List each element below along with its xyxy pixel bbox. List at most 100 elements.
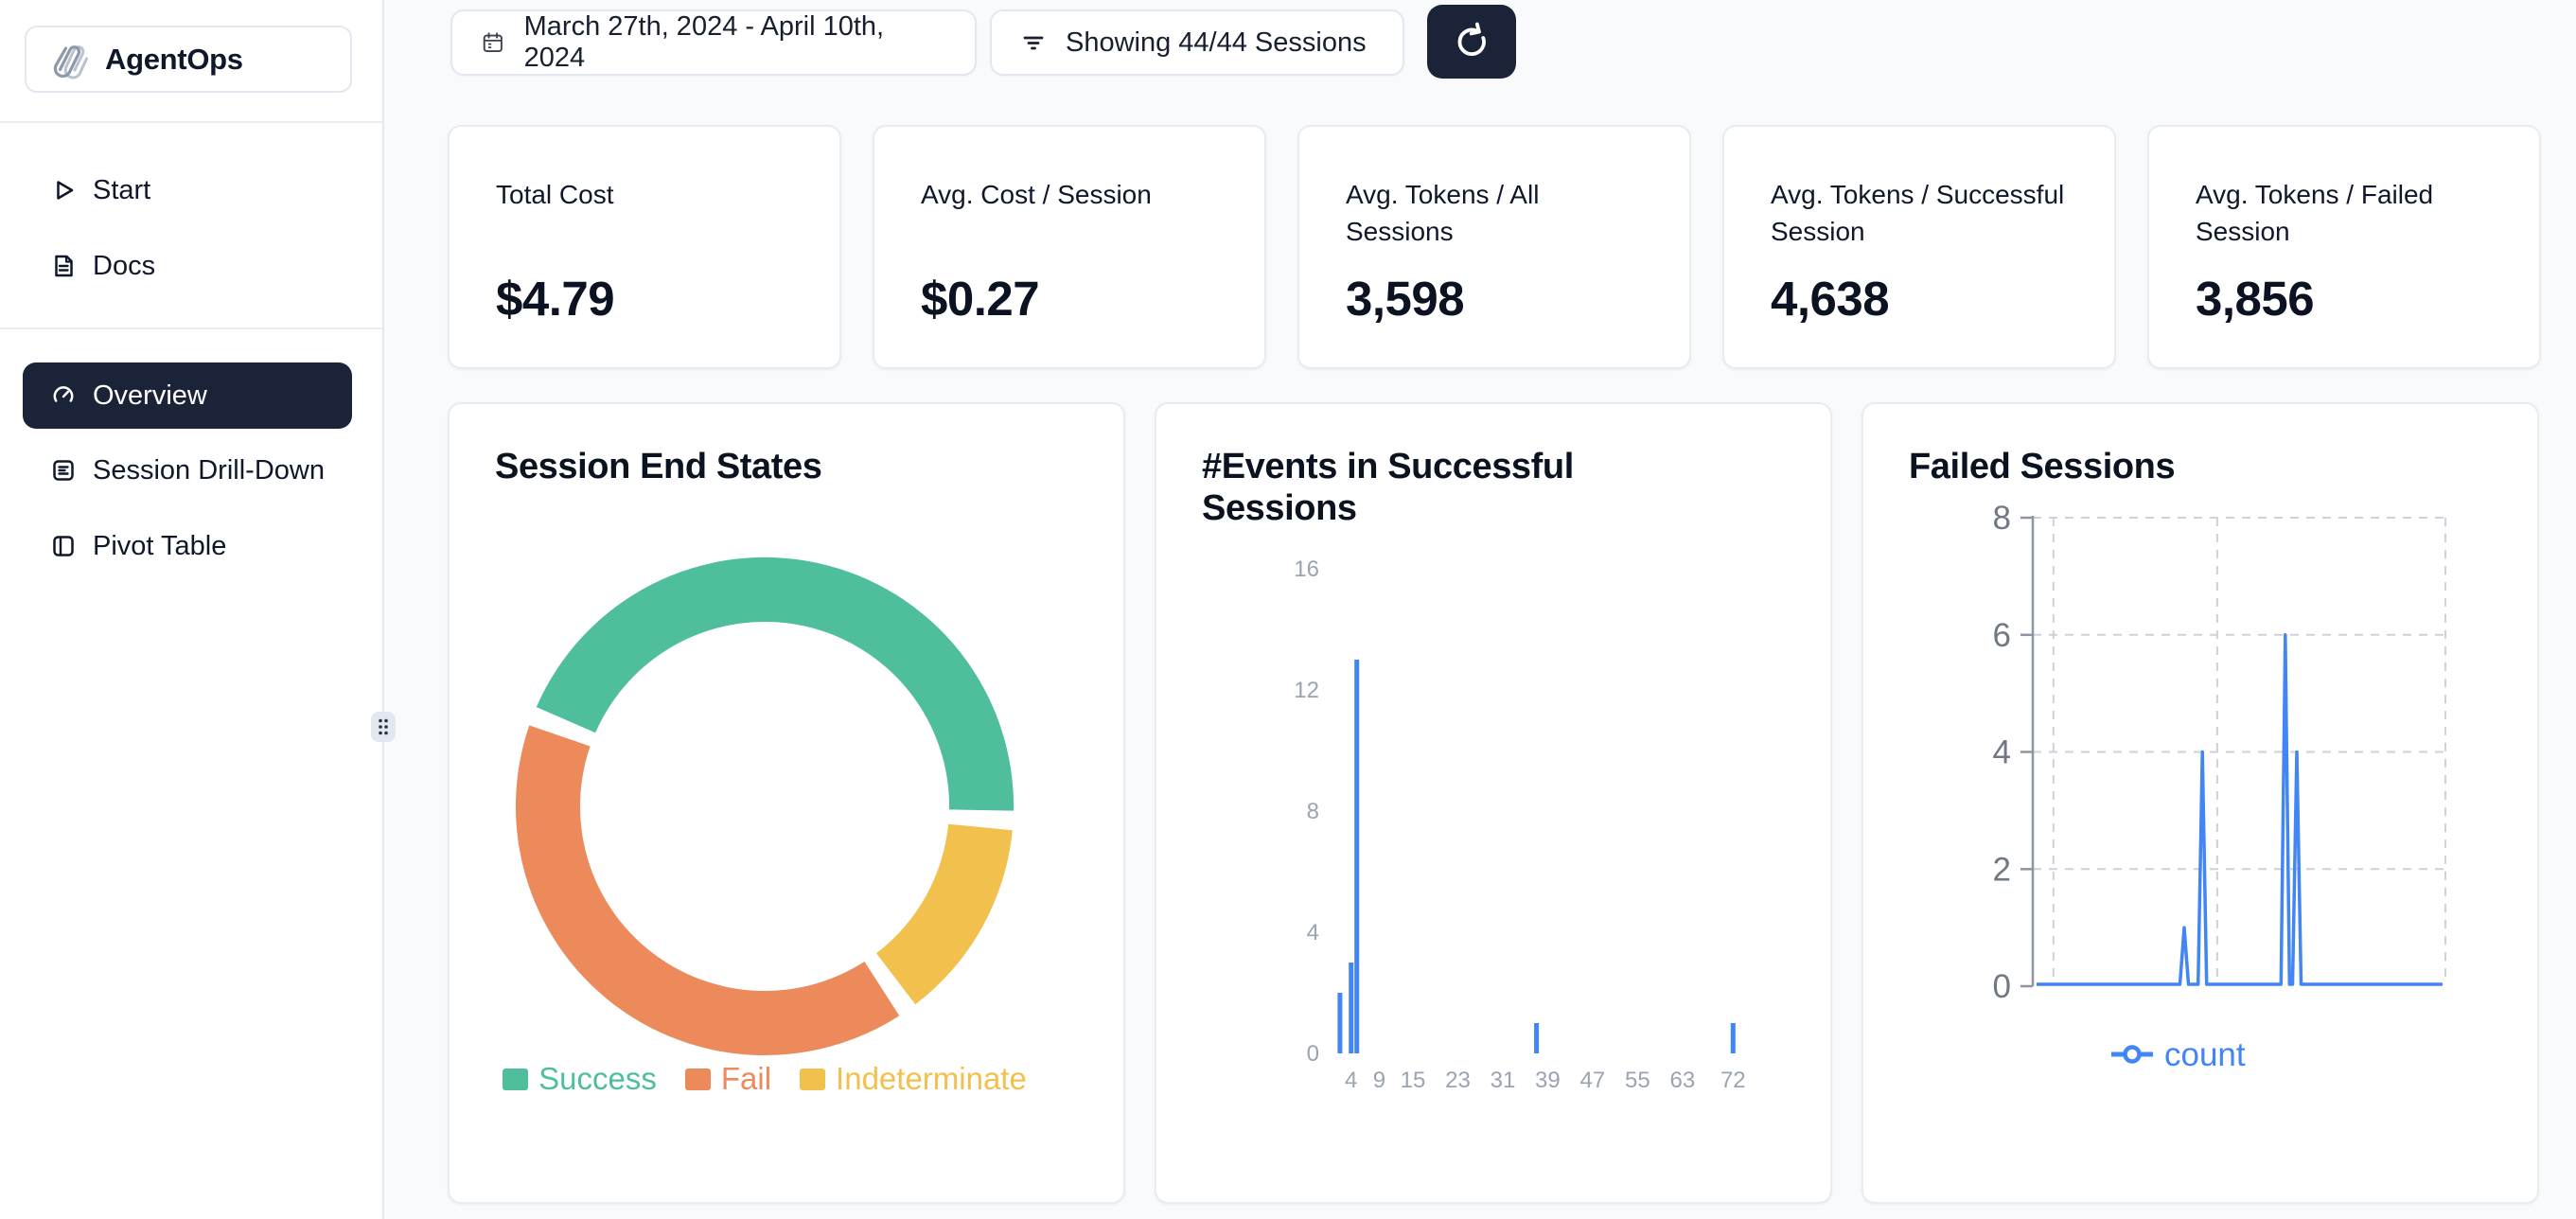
stat-label: Total Cost [496,180,614,209]
failed-sessions-line-chart: 0 2 4 6 8 count [1993,500,2446,1073]
play-icon [57,181,74,200]
charts-row: Session End States Success Fail Indetermin… [448,402,2539,1204]
legend-item-success[interactable]: Success [503,1061,657,1097]
sidebar-item-docs[interactable]: Docs [23,233,352,299]
gauge-icon [53,386,74,402]
donut-slice-success [536,556,1015,811]
legend-swatch [684,1068,711,1090]
stat-label: Avg. Cost / Session [921,180,1152,209]
y-tick-label: 6 [1993,617,2011,654]
stat-value: 3,598 [1346,272,1465,326]
sidebar-item-label: Pivot Table [93,530,227,561]
sessions-filter-label: Showing 44/44 Sessions [1066,26,1367,58]
legend-marker-icon [2123,1045,2142,1064]
calendar-icon [483,32,503,53]
y-tick-label: 16 [1294,556,1319,582]
sessions-filter-button[interactable]: Showing 44/44 Sessions [990,9,1404,76]
stat-card-avg-tokens-failed: Avg. Tokens / Failed Session 3,856 [2147,125,2541,369]
stat-label: Avg. Tokens / All Sessions [1346,180,1540,247]
sidebar-item-label: Session Drill-Down [93,454,325,486]
y-tick-label: 8 [1993,500,2011,537]
bar [1337,993,1343,1053]
legend-label: Success [538,1061,657,1096]
x-tick-label: 9 [1373,1068,1385,1093]
x-tick-label: 55 [1625,1068,1650,1093]
bar [1354,660,1360,1053]
x-tick-label: 72 [1720,1068,1746,1093]
stats-row: Total Cost $4.79 Avg. Cost / Session $0.… [448,125,2541,369]
date-range-button[interactable]: March 27th, 2024 - April 10th, 2024 [450,9,977,76]
x-tick-label: 4 [1345,1068,1357,1093]
events-in-successful-sessions-card: #Events in Successful Sessions 0 4 8 12 16 4 9… [1155,402,1832,1204]
bar [1730,1023,1736,1053]
legend-item-fail[interactable]: Fail [684,1061,772,1097]
donut-slice-fail [515,725,900,1056]
y-tick-label: 2 [1993,851,2011,888]
agentops-paperclip-icon [53,44,88,79]
columns-icon [53,536,74,556]
stat-card-avg-tokens-successful: Avg. Tokens / Successful Session 4,638 [1722,125,2116,369]
stat-label: Avg. Tokens / Successful Session [1771,180,2065,247]
donut-slice-indeterminate [876,823,1013,1005]
line-legend[interactable]: count [2111,1036,2246,1073]
y-tick-label: 4 [1993,734,2011,771]
stat-value: $0.27 [921,272,1040,326]
sidebar-resize-handle[interactable] [371,712,396,742]
x-tick-label: 39 [1535,1068,1561,1093]
legend-swatch [800,1068,826,1090]
sidebar-item-overview[interactable]: Overview [23,362,352,429]
x-tick-label: 31 [1491,1068,1516,1093]
stat-value: 4,638 [1771,272,1890,326]
legend-label: Indeterminate [836,1061,1027,1096]
y-tick-label: 0 [1993,968,2011,1005]
main-content: March 27th, 2024 - April 10th, 2024 Show… [384,0,2576,1219]
chart-title: Session End States [495,447,822,486]
sidebar-item-label: Start [93,174,151,205]
x-tick-label: 63 [1670,1068,1696,1093]
app-title: AgentOps [105,42,243,76]
legend-label: count [2164,1036,2246,1073]
stat-value: $4.79 [496,272,615,326]
list-icon [53,460,74,481]
donut-chart [515,556,1015,1056]
brand-logo[interactable]: AgentOps [25,26,352,93]
sidebar-item-label: Docs [93,250,156,281]
x-tick-label: 15 [1401,1068,1426,1093]
donut-legend: Success Fail Indeterminate [450,1061,1080,1097]
refresh-button[interactable] [1427,5,1516,79]
x-tick-label: 47 [1580,1068,1606,1093]
legend-label: Fail [720,1061,772,1096]
stat-card-avg-cost-session: Avg. Cost / Session $0.27 [873,125,1266,369]
stat-value: 3,856 [2196,272,2315,326]
sidebar: AgentOps Start Docs Overview Se [0,0,396,1219]
legend-item-indeterminate[interactable]: Indeterminate [800,1061,1027,1097]
sidebar-item-label: Overview [93,380,207,411]
docs-icon [55,255,73,277]
stat-label: Avg. Tokens / Failed Session [2196,180,2434,247]
date-range-label: March 27th, 2024 - April 10th, 2024 [523,11,885,73]
filter-icon [1023,36,1044,50]
sidebar-divider [0,327,382,329]
sidebar-divider [0,121,382,123]
y-tick-label: 4 [1307,920,1319,945]
bar [1534,1023,1540,1053]
failed-sessions-card: Failed Sessions 0 2 4 6 8 count [1861,402,2539,1204]
sidebar-item-start[interactable]: Start [23,157,352,223]
session-end-states-card: Session End States Success Fail Indetermin… [448,402,1125,1204]
y-tick-label: 12 [1294,678,1319,703]
y-tick-label: 0 [1307,1041,1319,1067]
grip-dots-icon [379,718,388,735]
sidebar-item-pivot-table[interactable]: Pivot Table [23,513,352,579]
refresh-icon [1457,22,1486,56]
bar [1349,963,1354,1053]
x-tick-label: 23 [1445,1068,1471,1093]
stat-card-avg-tokens-all: Avg. Tokens / All Sessions 3,598 [1297,125,1691,369]
y-tick-label: 8 [1307,799,1319,824]
sidebar-item-session-drill-down[interactable]: Session Drill-Down [23,437,352,504]
chart-title: #Events in Successful Sessions [1202,447,1574,529]
chart-title: Failed Sessions [1909,447,2176,486]
legend-swatch [503,1068,529,1090]
stat-card-total-cost: Total Cost $4.79 [448,125,841,369]
